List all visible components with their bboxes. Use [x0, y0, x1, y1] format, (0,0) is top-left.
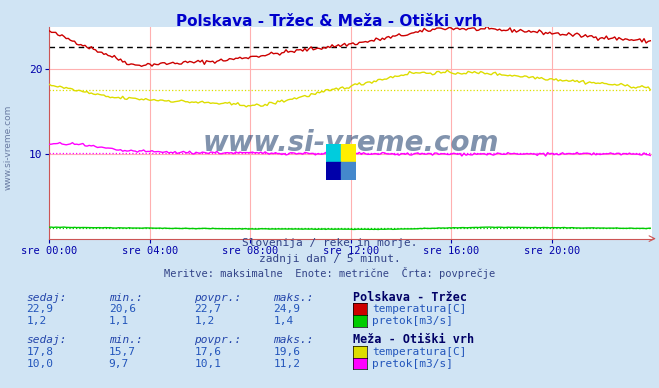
Bar	[326, 162, 341, 180]
Text: 15,7: 15,7	[109, 347, 136, 357]
Text: 22,9: 22,9	[26, 304, 53, 314]
Text: 19,6: 19,6	[273, 347, 301, 357]
Text: 1,1: 1,1	[109, 316, 129, 326]
Text: www.si-vreme.com: www.si-vreme.com	[3, 105, 13, 190]
Text: temperatura[C]: temperatura[C]	[372, 304, 467, 314]
Text: 11,2: 11,2	[273, 359, 301, 369]
Text: 17,6: 17,6	[194, 347, 221, 357]
Text: temperatura[C]: temperatura[C]	[372, 347, 467, 357]
Text: www.si-vreme.com: www.si-vreme.com	[203, 130, 499, 158]
Text: 1,4: 1,4	[273, 316, 294, 326]
Text: sedaj:: sedaj:	[26, 293, 67, 303]
Text: sedaj:: sedaj:	[26, 335, 67, 345]
Bar	[341, 144, 356, 162]
Text: Meritve: maksimalne  Enote: metrične  Črta: povprečje: Meritve: maksimalne Enote: metrične Črta…	[164, 267, 495, 279]
Text: 24,9: 24,9	[273, 304, 301, 314]
Text: povpr.:: povpr.:	[194, 293, 242, 303]
Text: 17,8: 17,8	[26, 347, 53, 357]
Text: povpr.:: povpr.:	[194, 335, 242, 345]
Text: 9,7: 9,7	[109, 359, 129, 369]
Text: 10,1: 10,1	[194, 359, 221, 369]
Text: min.:: min.:	[109, 335, 142, 345]
Bar	[326, 144, 341, 162]
Text: Meža - Otiški vrh: Meža - Otiški vrh	[353, 333, 474, 346]
Text: 22,7: 22,7	[194, 304, 221, 314]
Text: Polskava - Tržec & Meža - Otiški vrh: Polskava - Tržec & Meža - Otiški vrh	[176, 14, 483, 29]
Text: Polskava - Tržec: Polskava - Tržec	[353, 291, 467, 304]
Text: 1,2: 1,2	[194, 316, 215, 326]
Text: pretok[m3/s]: pretok[m3/s]	[372, 359, 453, 369]
Text: 10,0: 10,0	[26, 359, 53, 369]
Bar	[341, 162, 356, 180]
Text: maks.:: maks.:	[273, 293, 314, 303]
Text: 1,2: 1,2	[26, 316, 47, 326]
Text: min.:: min.:	[109, 293, 142, 303]
Text: 20,6: 20,6	[109, 304, 136, 314]
Text: pretok[m3/s]: pretok[m3/s]	[372, 316, 453, 326]
Text: Slovenija / reke in morje.: Slovenija / reke in morje.	[242, 238, 417, 248]
Text: zadnji dan / 5 minut.: zadnji dan / 5 minut.	[258, 254, 401, 264]
Text: maks.:: maks.:	[273, 335, 314, 345]
